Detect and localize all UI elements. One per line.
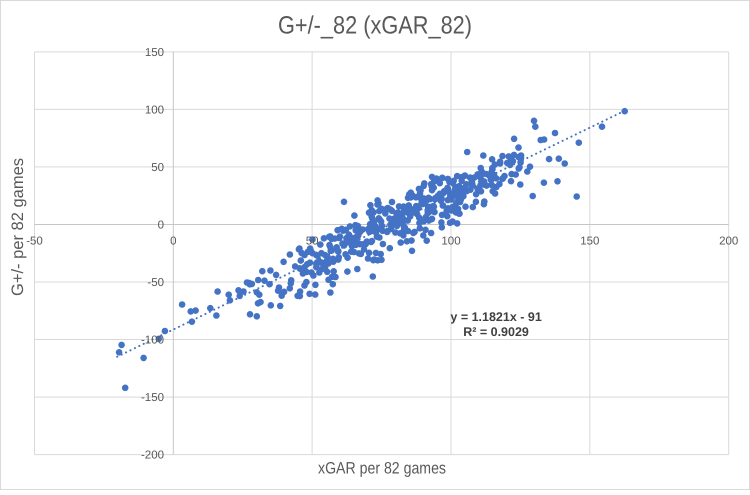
svg-text:-50: -50	[26, 236, 43, 248]
svg-text:50: 50	[306, 236, 319, 248]
svg-text:-100: -100	[141, 335, 164, 347]
svg-text:200: 200	[719, 236, 738, 248]
svg-text:G+/-_82 (xGAR_82): G+/-_82 (xGAR_82)	[278, 12, 472, 40]
svg-text:50: 50	[151, 162, 164, 174]
svg-text:xGAR per 82 games: xGAR per 82 games	[318, 459, 446, 477]
svg-text:y = 1.1821x - 91: y = 1.1821x - 91	[450, 310, 541, 324]
svg-text:G+/- per 82 games: G+/- per 82 games	[9, 158, 27, 296]
svg-text:100: 100	[145, 105, 164, 117]
svg-text:-200: -200	[141, 450, 164, 462]
svg-text:-150: -150	[141, 392, 164, 404]
svg-text:0: 0	[158, 220, 164, 232]
svg-text:100: 100	[441, 236, 460, 248]
svg-text:-50: -50	[147, 277, 164, 289]
svg-text:0: 0	[170, 236, 176, 248]
svg-text:R² = 0.9029: R² = 0.9029	[463, 325, 529, 339]
svg-text:150: 150	[145, 47, 164, 59]
svg-text:150: 150	[580, 236, 599, 248]
